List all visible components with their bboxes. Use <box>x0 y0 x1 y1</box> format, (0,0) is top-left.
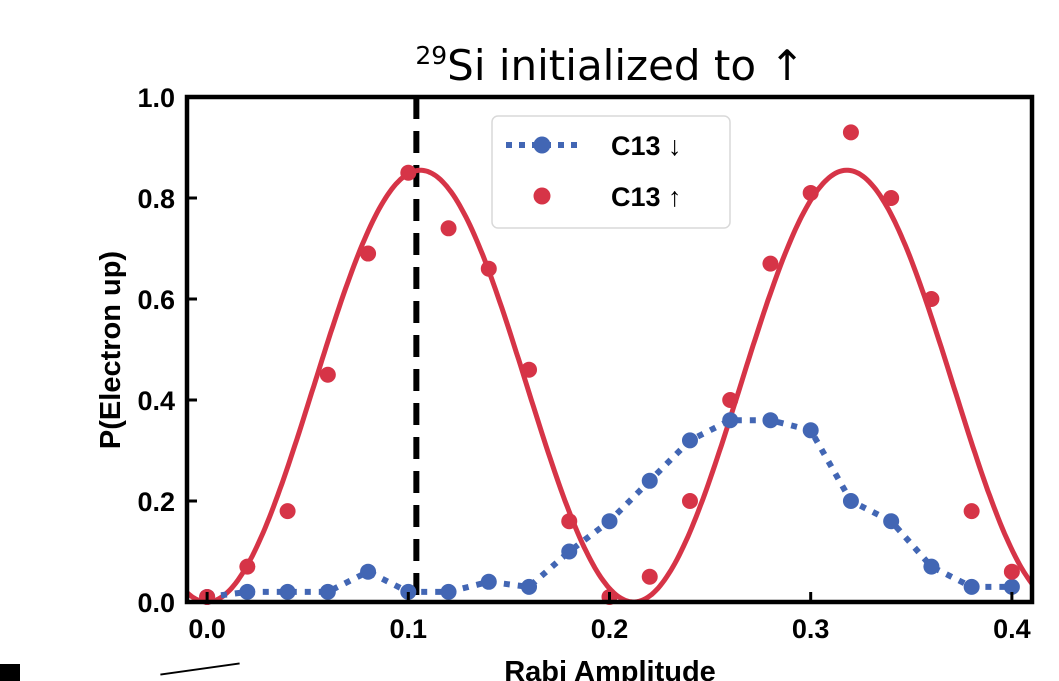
y-tick-label: 0.8 <box>137 184 175 214</box>
fit-curve-line <box>187 167 1032 602</box>
c13-down-point <box>802 422 819 439</box>
c13-up-point <box>561 513 578 530</box>
c13-down-point <box>722 412 739 429</box>
legend: C13 ↓ C13 ↑ <box>491 115 731 229</box>
c13-down-point <box>360 563 377 580</box>
c13-down-point <box>923 558 940 575</box>
c13-down-point <box>842 493 859 509</box>
x-tick-label: 0.3 <box>792 614 830 644</box>
c13-up-point <box>319 366 336 383</box>
x-tick-label: 0.1 <box>390 614 428 644</box>
c13-up-point <box>681 493 698 509</box>
c13-up-point <box>400 164 417 181</box>
c13-down-point <box>641 472 658 489</box>
crop-fragment-block <box>0 664 20 681</box>
c13-up-point <box>480 260 497 277</box>
c13-up-point <box>360 245 377 262</box>
y-tick-label: 0.4 <box>137 386 175 416</box>
x-tick-label: 0.4 <box>993 614 1031 644</box>
chart-title: 29Si initialized to ↑ <box>415 41 804 90</box>
legend-label-c13-up: C13 ↑ <box>611 182 682 212</box>
c13-up-point <box>641 568 658 585</box>
c13-down-point <box>963 578 980 595</box>
c13-down-point <box>561 543 578 560</box>
c13-up-point <box>883 190 900 206</box>
c13-down-point <box>319 583 336 600</box>
y-tick-label: 0.2 <box>137 487 175 517</box>
c13-down-point <box>440 583 457 600</box>
c13-down-point <box>762 412 779 429</box>
c13-up-point <box>239 558 256 575</box>
x-tick-label: 0.2 <box>591 614 629 644</box>
y-axis-label: P(Electron up) <box>95 251 127 449</box>
x-tick-label: 0.0 <box>188 614 226 644</box>
c13-up-point <box>842 124 859 141</box>
c13-up-point <box>521 361 538 378</box>
legend-box <box>491 115 731 229</box>
c13-up-point <box>440 220 457 237</box>
title-superscript: 29 <box>415 41 447 70</box>
c13-up-point <box>1003 563 1020 580</box>
legend-label-c13-down: C13 ↓ <box>611 131 682 161</box>
x-axis-label: Rabi Amplitude <box>504 656 716 681</box>
c13-up-point <box>923 291 940 307</box>
legend-marker-c13-up <box>533 187 551 205</box>
c13-up-point <box>762 255 779 272</box>
legend-marker-c13-down <box>533 136 551 154</box>
c13-down-point <box>1003 578 1020 595</box>
c13-down-point <box>681 432 698 449</box>
y-tick-label: 1.0 <box>137 83 175 113</box>
c13-down-point <box>883 513 900 530</box>
axes: 0.0 0.1 0.2 0.3 0.4 0.0 0.2 0.4 0.6 0.8 1.0 <box>137 83 1035 644</box>
y-tick-label: 0.0 <box>137 588 175 618</box>
c13-up-point <box>802 184 819 201</box>
c13-up-point <box>722 392 739 408</box>
c13-up-point <box>963 503 980 520</box>
c13-up-point <box>279 503 296 520</box>
c13-down-point <box>480 573 497 590</box>
c13-down-point <box>239 583 256 600</box>
y-tick-label: 0.6 <box>137 285 175 315</box>
c13-down-point <box>400 583 417 600</box>
title-main: Si initialized to ↑ <box>447 41 804 90</box>
c13-down-series-line <box>206 417 1012 600</box>
c13-down-point <box>521 578 538 595</box>
c13-down-point <box>601 513 618 530</box>
c13-down-point <box>279 583 296 600</box>
